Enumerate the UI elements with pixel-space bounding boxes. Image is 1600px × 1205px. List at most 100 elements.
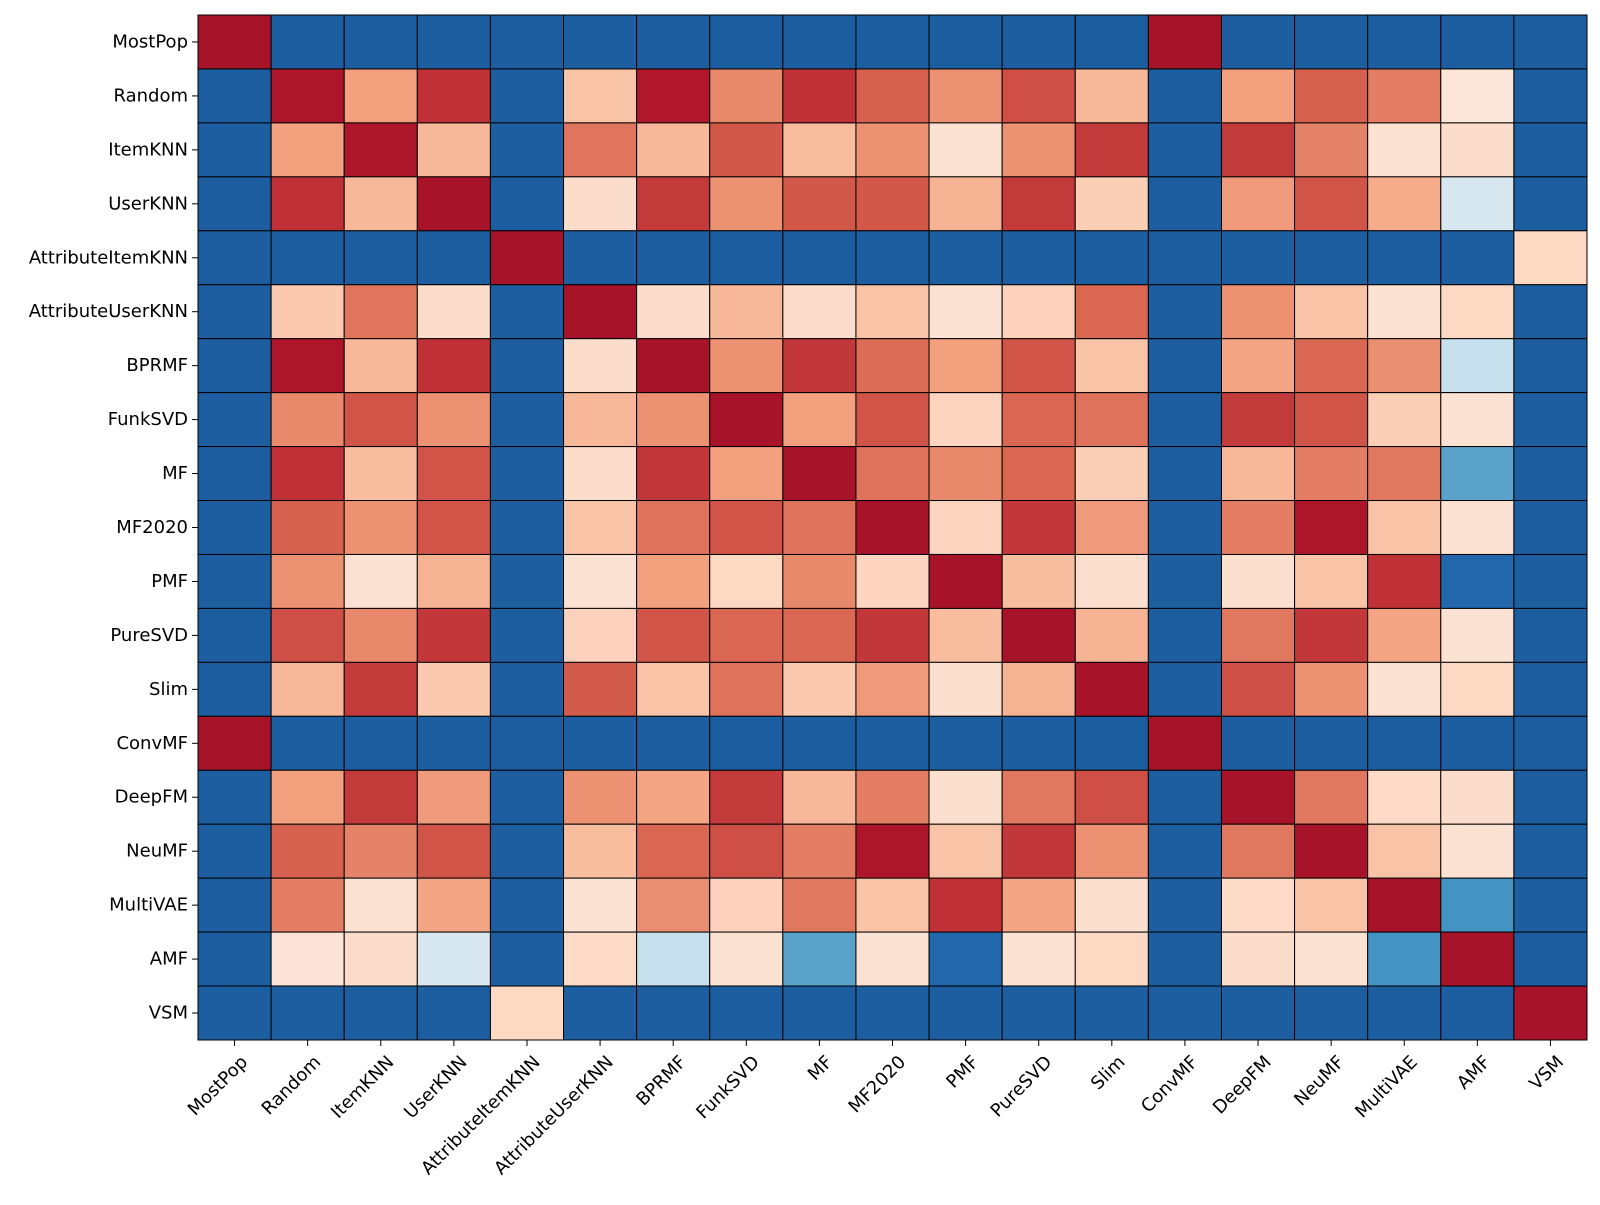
heatmap-cell-neumf-mf2020 — [855, 823, 930, 879]
heatmap-cell-mf2020-deepfm — [1220, 500, 1296, 555]
heatmap-cell-deepfm-mostpop — [197, 769, 272, 825]
heatmap-cell-amf-bprmf — [636, 931, 711, 987]
heatmap-cell-deepfm-mf2020 — [855, 769, 930, 825]
heatmap-cell-random-mostpop — [197, 68, 272, 124]
x-tick-label-funksvd: FunkSVD — [692, 1052, 764, 1124]
y-tick-label-userknn: UserKNN — [108, 193, 188, 214]
heatmap-cell-mf2020-random — [270, 500, 345, 555]
heatmap-cell-attributeitemknn-puresvd — [1001, 230, 1076, 286]
heatmap-cell-mf-funksvd — [709, 446, 784, 502]
heatmap-cell-mf2020-slim — [1074, 500, 1149, 555]
heatmap-cell-deepfm-deepfm — [1220, 769, 1296, 825]
heatmap-cell-mf2020-convmf — [1147, 500, 1222, 555]
heatmap-cell-mf-userknn — [416, 446, 491, 502]
heatmap-cell-random-neumf — [1294, 68, 1369, 124]
heatmap-cell-attributeuserknn-pmf — [928, 284, 1003, 340]
heatmap-cell-attributeuserknn-userknn — [416, 284, 491, 340]
heatmap-cell-convmf-funksvd — [709, 715, 784, 771]
heatmap-cell-mostpop-attributeitemknn — [489, 14, 565, 70]
heatmap-cell-amf-pmf — [928, 931, 1003, 987]
heatmap-cell-vsm-mostpop — [197, 985, 272, 1041]
heatmap-cell-itemknn-attributeuserknn — [563, 122, 638, 178]
heatmap-cell-puresvd-mf — [782, 607, 857, 663]
heatmap-cell-random-amf — [1440, 68, 1515, 124]
heatmap-cell-vsm-slim — [1074, 985, 1149, 1041]
heatmap-cell-attributeitemknn-multivae — [1367, 230, 1442, 286]
heatmap-cell-mf-slim — [1074, 446, 1149, 502]
heatmap-cell-convmf-slim — [1074, 715, 1149, 771]
heatmap-cell-attributeuserknn-random — [270, 284, 345, 340]
heatmap-cell-multivae-bprmf — [636, 877, 711, 933]
heatmap-cell-convmf-attributeuserknn — [563, 715, 638, 771]
heatmap-cell-mf-multivae — [1367, 446, 1442, 502]
heatmap-cell-amf-attributeitemknn — [489, 931, 565, 987]
y-tick-label-random: Random — [113, 85, 188, 106]
heatmap-cell-bprmf-neumf — [1294, 338, 1369, 394]
heatmap-cell-deepfm-amf — [1440, 769, 1515, 825]
heatmap-cell-userknn-slim — [1074, 176, 1149, 232]
heatmap-cell-itemknn-funksvd — [709, 122, 784, 178]
heatmap-cell-attributeitemknn-pmf — [928, 230, 1003, 286]
heatmap-cell-amf-itemknn — [343, 931, 418, 987]
heatmap-cell-userknn-puresvd — [1001, 176, 1076, 232]
heatmap-cell-deepfm-userknn — [416, 769, 491, 825]
heatmap-cell-convmf-attributeitemknn — [489, 715, 565, 771]
heatmap-cell-vsm-pmf — [928, 985, 1003, 1041]
y-tick-label-mostpop: MostPop — [112, 31, 188, 52]
heatmap-cell-mf-vsm — [1513, 446, 1588, 502]
heatmap-cell-attributeuserknn-vsm — [1513, 284, 1588, 340]
heatmap-cell-slim-slim — [1074, 661, 1149, 717]
heatmap-cell-pmf-mostpop — [197, 553, 272, 609]
heatmap-cell-vsm-mf — [782, 985, 857, 1041]
heatmap-cell-puresvd-attributeuserknn — [563, 607, 638, 663]
heatmap-cell-vsm-funksvd — [709, 985, 784, 1041]
heatmap-cell-multivae-pmf — [928, 877, 1003, 933]
heatmap-cell-vsm-convmf — [1147, 985, 1222, 1041]
heatmap-cell-userknn-neumf — [1294, 176, 1369, 232]
heatmap-cell-vsm-puresvd — [1001, 985, 1076, 1041]
heatmap-cell-pmf-userknn — [416, 553, 491, 609]
heatmap-cell-slim-mostpop — [197, 661, 272, 717]
heatmap-cell-mf-mf — [782, 446, 857, 502]
heatmap-cell-amf-deepfm — [1220, 931, 1296, 987]
heatmap-cell-slim-attributeuserknn — [563, 661, 638, 717]
heatmap-cell-attributeitemknn-funksvd — [709, 230, 784, 286]
heatmap-cell-neumf-funksvd — [709, 823, 784, 879]
heatmap-cell-pmf-amf — [1440, 553, 1515, 609]
heatmap-cell-itemknn-puresvd — [1001, 122, 1076, 178]
heatmap-cell-slim-mf — [782, 661, 857, 717]
heatmap-cell-random-puresvd — [1001, 68, 1076, 124]
heatmap-cell-attributeuserknn-attributeitemknn — [489, 284, 565, 340]
heatmap-cell-mf-convmf — [1147, 446, 1222, 502]
heatmap-cell-multivae-vsm — [1513, 877, 1588, 933]
heatmap-cell-neumf-convmf — [1147, 823, 1222, 879]
heatmap-cell-neumf-bprmf — [636, 823, 711, 879]
heatmap-cell-neumf-mf — [782, 823, 857, 879]
heatmap-cell-mostpop-slim — [1074, 14, 1149, 70]
heatmap-cell-bprmf-multivae — [1367, 338, 1442, 394]
heatmap-cell-attributeuserknn-convmf — [1147, 284, 1222, 340]
y-tick-label-attributeuserknn: AttributeUserKNN — [29, 301, 188, 322]
y-tick-label-neumf: NeuMF — [126, 841, 188, 862]
heatmap-cell-bprmf-convmf — [1147, 338, 1222, 394]
y-tick-label-convmf: ConvMF — [116, 733, 188, 754]
heatmap-cell-pmf-attributeitemknn — [489, 553, 565, 609]
heatmap-cell-attributeitemknn-mf — [782, 230, 857, 286]
x-tick-label-bprmf: BPRMF — [632, 1052, 690, 1110]
heatmap-cell-attributeitemknn-attributeuserknn — [563, 230, 638, 286]
heatmap-cell-funksvd-attributeuserknn — [563, 392, 638, 448]
heatmap-cell-mostpop-convmf — [1147, 14, 1222, 70]
heatmap-cell-attributeuserknn-attributeuserknn — [563, 284, 638, 340]
heatmap-cell-attributeuserknn-multivae — [1367, 284, 1442, 340]
heatmap-cell-pmf-itemknn — [343, 553, 418, 609]
x-tick-label-pmf: PMF — [942, 1052, 983, 1093]
heatmap-cell-slim-vsm — [1513, 661, 1588, 717]
heatmap-cell-puresvd-deepfm — [1220, 607, 1296, 663]
heatmap-cell-puresvd-vsm — [1513, 607, 1588, 663]
heatmap-cell-bprmf-userknn — [416, 338, 491, 394]
heatmap-cell-mostpop-mf — [782, 14, 857, 70]
heatmap-cell-userknn-funksvd — [709, 176, 784, 232]
heatmap-cell-mostpop-vsm — [1513, 14, 1588, 70]
heatmap-cell-mf-attributeuserknn — [563, 446, 638, 502]
